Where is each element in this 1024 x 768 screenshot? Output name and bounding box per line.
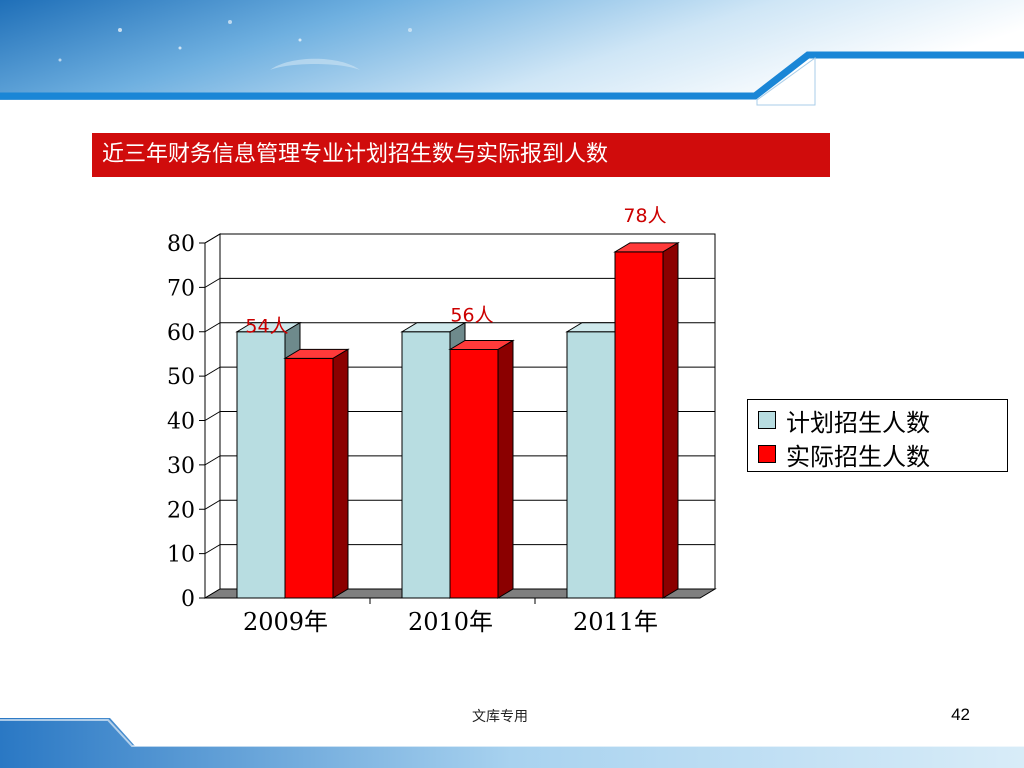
y-tick-label: 10 — [167, 543, 195, 568]
gridline-depth — [204, 544, 221, 555]
bar-actual-side-2 — [662, 241, 679, 599]
data-label-2: 78人 — [623, 205, 666, 227]
x-tick-label: 2011年 — [573, 608, 658, 636]
y-tick-label: 50 — [167, 365, 195, 390]
bar-actual-side-0 — [332, 348, 349, 599]
bar-planned-1 — [401, 331, 451, 599]
legend-swatch-actual — [758, 445, 776, 463]
legend-item-planned: 计划招生人数 — [758, 405, 930, 437]
gridline-depth — [204, 499, 221, 510]
y-tick-label: 40 — [167, 410, 195, 435]
y-tick-label: 70 — [167, 276, 195, 301]
header-banner — [0, 0, 1024, 106]
bar-actual-0 — [284, 357, 334, 599]
legend-swatch-planned — [758, 411, 776, 429]
footer-text: 文库专用 — [472, 709, 528, 725]
chart-title: 近三年财务信息管理专业计划招生数与实际报到人数 — [92, 133, 830, 177]
bar-planned-2 — [566, 331, 616, 599]
bar-actual-1 — [449, 349, 499, 599]
legend-label-actual: 实际招生人数 — [786, 442, 930, 471]
gridline-depth — [204, 455, 221, 466]
gridline-depth — [204, 411, 221, 421]
chart-legend: 计划招生人数 实际招生人数 — [747, 399, 1008, 472]
legend-label-planned: 计划招生人数 — [786, 408, 930, 437]
y-tick-label: 20 — [167, 498, 195, 523]
x-tick-label: 2010年 — [408, 608, 493, 636]
y-tick-label: 60 — [167, 321, 195, 346]
bar-actual-side-1 — [497, 339, 514, 599]
y-tick-label: 80 — [167, 232, 195, 257]
y-tick-label: 30 — [167, 454, 195, 479]
data-label-1: 56人 — [450, 305, 493, 327]
legend-item-actual: 实际招生人数 — [758, 439, 930, 471]
footer-banner — [0, 718, 1024, 768]
bar-actual-2 — [614, 251, 664, 599]
gridline-depth — [204, 322, 221, 333]
data-label-0: 54人 — [245, 315, 288, 337]
x-tick-label: 2009年 — [243, 608, 328, 636]
gridline-depth — [204, 277, 221, 288]
gridline-depth — [204, 366, 221, 377]
gridline-depth — [204, 233, 221, 244]
y-tick-label: 0 — [181, 587, 195, 612]
bar-planned-0 — [236, 331, 286, 599]
page-number: 42 — [951, 705, 970, 724]
